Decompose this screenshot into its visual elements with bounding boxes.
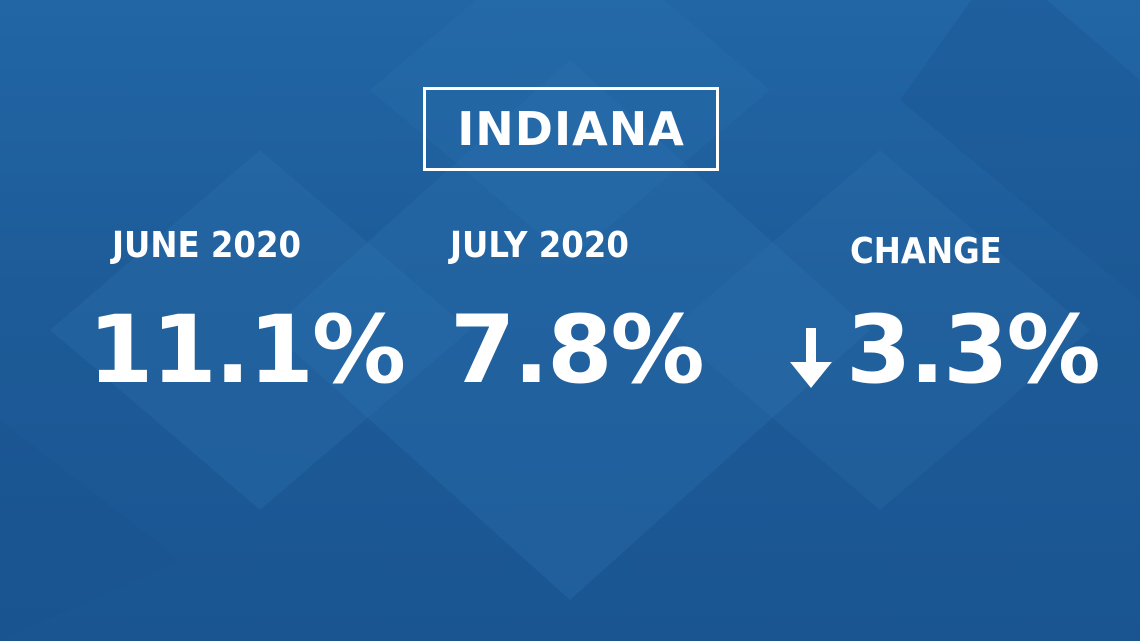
change-value: 3.3% bbox=[846, 296, 1101, 405]
june-label: JUNE 2020 bbox=[112, 225, 302, 266]
june-value: 11.1% bbox=[88, 296, 406, 405]
change-label: CHANGE bbox=[850, 231, 1002, 272]
july-label: JULY 2020 bbox=[450, 225, 629, 266]
title: INDIANA bbox=[457, 102, 685, 156]
title-box: INDIANA bbox=[423, 87, 719, 171]
down-arrow-icon bbox=[790, 328, 832, 388]
july-value: 7.8% bbox=[450, 296, 705, 405]
